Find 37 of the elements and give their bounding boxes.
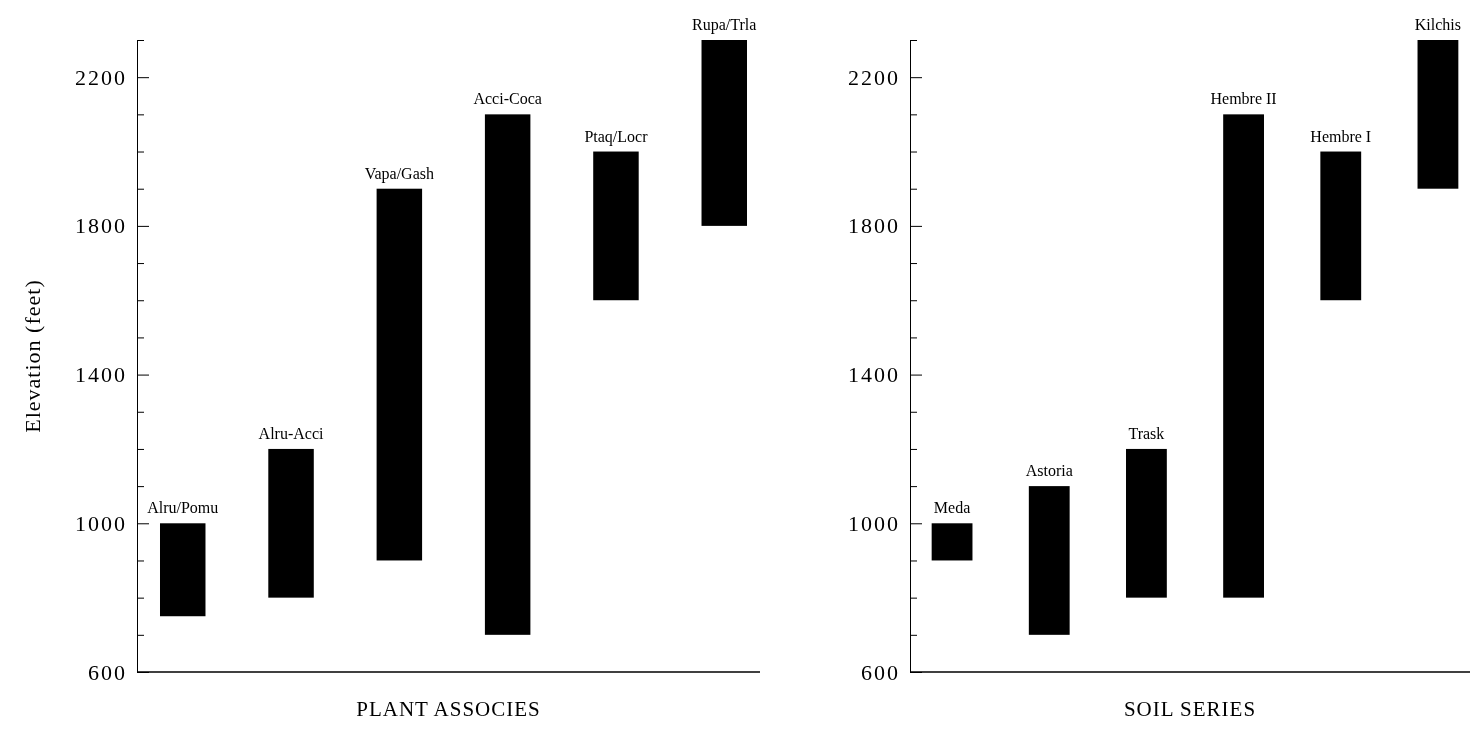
bar (1417, 40, 1459, 189)
y-tick-label: 2200 (848, 64, 900, 90)
bar (1223, 114, 1264, 598)
x-tick-label: Acci-Coca (473, 90, 542, 108)
y-tick-label: 1800 (75, 213, 127, 239)
bar (160, 523, 206, 617)
x-axis-title: SOIL SERIES (1123, 697, 1257, 721)
y-tick-label: 600 (861, 659, 900, 685)
x-tick-label: Kilchis (1414, 16, 1462, 33)
x-tick-label: Ptaq/Locr (584, 127, 649, 146)
y-axis-title: Elevation (feet) (20, 279, 45, 433)
bar (484, 114, 531, 635)
bar (376, 188, 423, 561)
bar (593, 151, 639, 301)
x-tick-label: Rupa/Trla (692, 16, 757, 34)
bar (701, 40, 747, 226)
x-tick-label: Vapa/Gash (364, 164, 434, 183)
x-tick-label: Hembre II (1210, 90, 1277, 108)
x-tick-label: Alru/Pomu (147, 499, 219, 517)
bar (268, 448, 314, 598)
y-tick-label: 1800 (848, 213, 900, 239)
y-tick-label: 1000 (848, 510, 900, 536)
bar (931, 523, 973, 561)
bar (1028, 486, 1070, 635)
y-tick-label: 600 (88, 659, 127, 685)
x-tick-label: Alru-Acci (258, 424, 325, 442)
x-tick-label: Hembre I (1310, 127, 1372, 145)
x-tick-label: Meda (933, 499, 971, 517)
y-tick-label: 1400 (75, 362, 127, 388)
y-tick-label: 2200 (75, 64, 127, 90)
bar (1126, 448, 1167, 598)
y-tick-label: 1000 (75, 510, 127, 536)
y-tick-label: 1400 (848, 362, 900, 388)
x-tick-label: Trask (1128, 424, 1165, 442)
x-axis-title: PLANT ASSOCIES (356, 697, 541, 721)
bar (1320, 151, 1362, 301)
x-tick-label: Astoria (1025, 462, 1073, 480)
